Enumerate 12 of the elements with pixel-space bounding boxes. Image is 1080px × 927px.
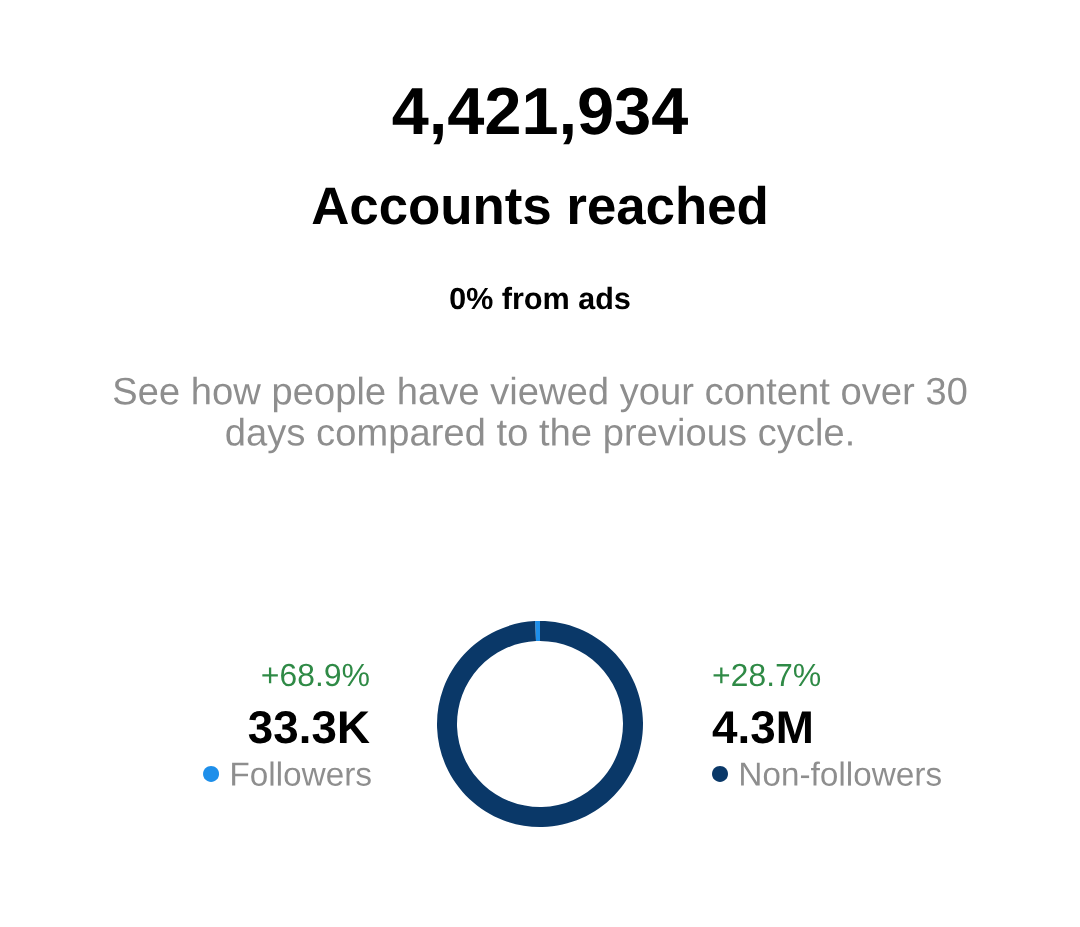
text: See how people have viewed your content over 30 days compared to the previous cycle. xyxy=(113,376,967,454)
data-label: 4.3M xyxy=(712,711,811,744)
text: 0% from ads xyxy=(450,286,630,310)
donut-slice xyxy=(535,621,540,642)
text: +28.7% xyxy=(713,663,821,687)
data-label: 33.3K xyxy=(248,711,370,744)
donut-slice xyxy=(437,621,643,827)
chart-subtitle: Accounts reached xyxy=(312,185,766,225)
legend-label: Non-followers xyxy=(741,761,941,786)
text: +68.9% xyxy=(262,663,369,687)
chart-title: 4,421,934 xyxy=(392,87,688,145)
legend-label: Followers xyxy=(232,761,371,786)
